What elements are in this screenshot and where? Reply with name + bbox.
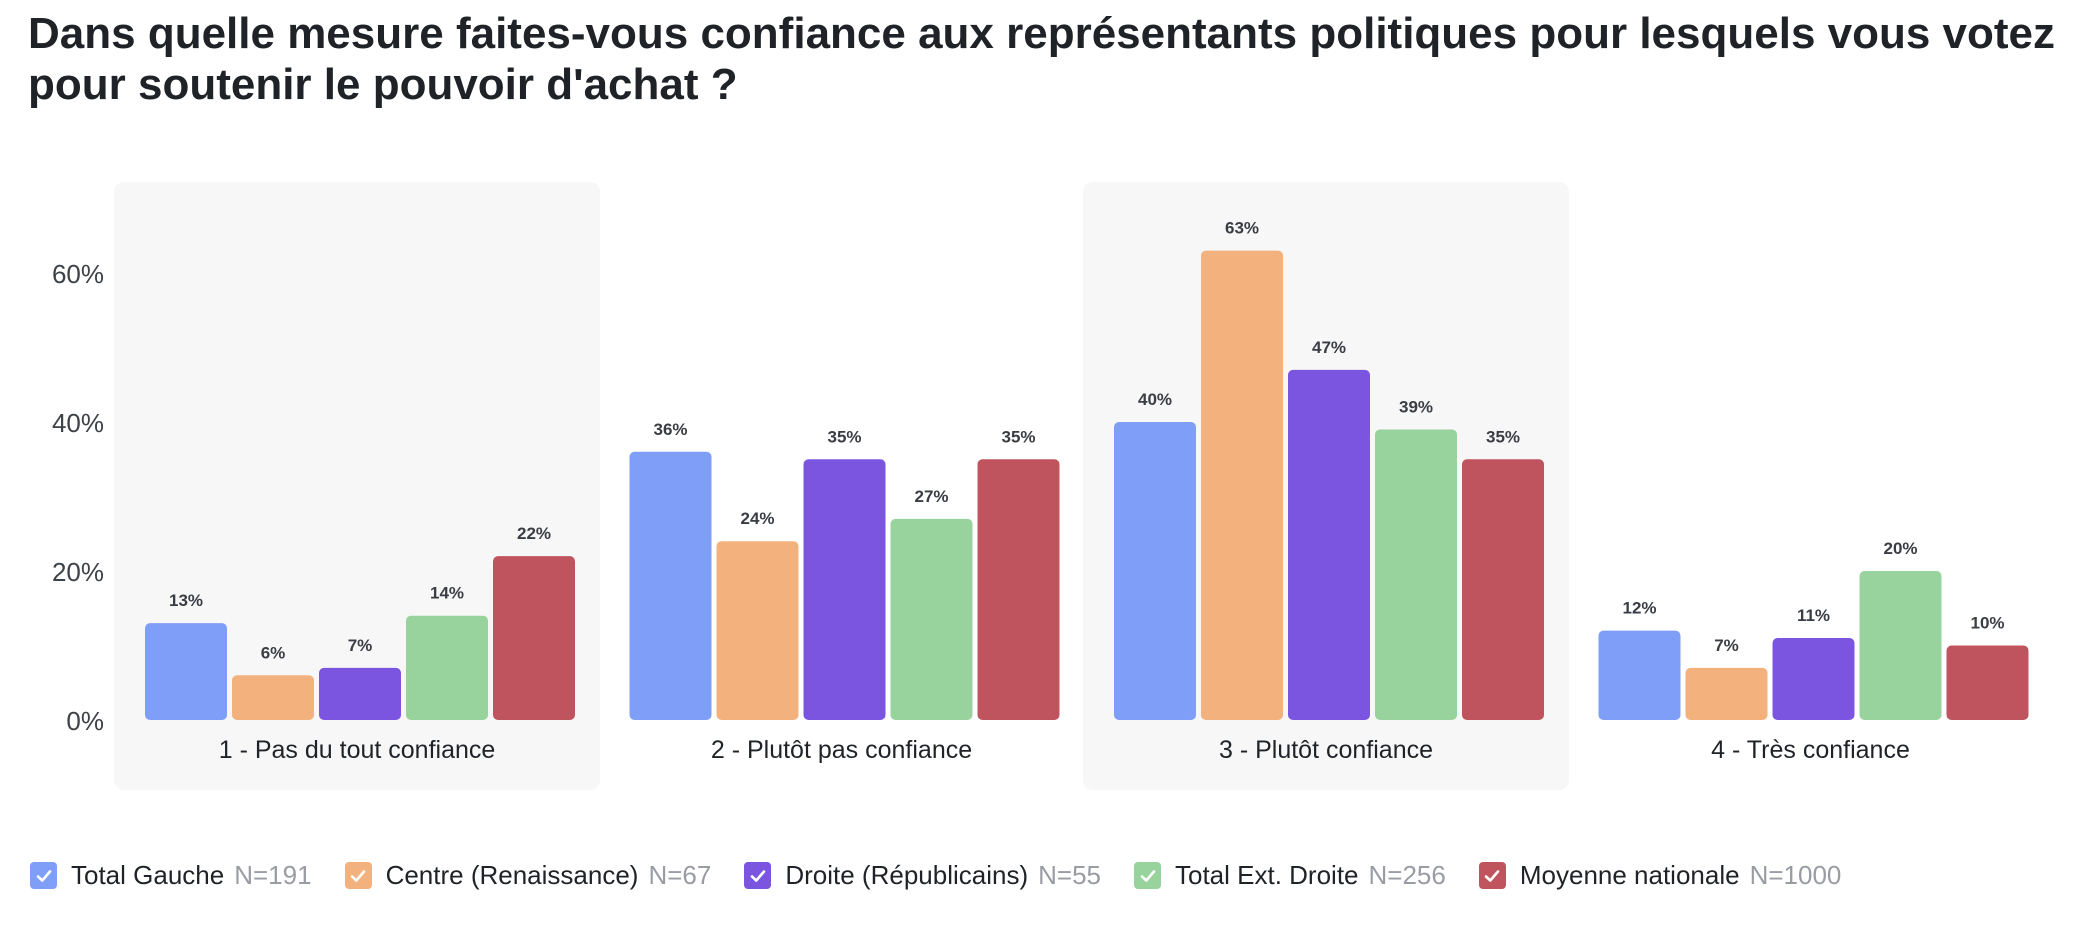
legend-series-name: Moyenne nationale xyxy=(1519,860,1740,890)
bar[interactable] xyxy=(1946,645,2029,721)
bar[interactable] xyxy=(1685,667,1768,720)
bar-value-label: 47% xyxy=(1312,338,1346,357)
bar[interactable] xyxy=(493,556,575,720)
bar-value-label: 14% xyxy=(430,584,464,603)
legend-sample-size: N=67 xyxy=(648,860,712,890)
bar[interactable] xyxy=(406,615,488,720)
bar-value-label: 7% xyxy=(348,636,373,655)
legend-series-name: Total Gauche xyxy=(71,860,225,890)
category-label: 4 - Très confiance xyxy=(1711,736,1910,764)
bar-value-label: 40% xyxy=(1138,390,1172,409)
bar[interactable] xyxy=(977,459,1060,720)
bar[interactable] xyxy=(890,518,973,720)
bar-value-label: 35% xyxy=(1486,427,1520,446)
bar-value-label: 39% xyxy=(1399,397,1433,416)
bar-chart: 0% 20% 40% 60% 13% 6% 7% 14% 22% 36% 24% 35% 27% 35%… xyxy=(51,218,2029,764)
checkbox-checked-icon[interactable] xyxy=(1478,862,1506,889)
bar[interactable] xyxy=(1375,429,1457,720)
bar[interactable] xyxy=(319,667,401,720)
bar-value-label: 24% xyxy=(740,509,774,528)
bar-value-label: 12% xyxy=(1622,599,1656,618)
chart-legend: Total Gauche N=191 Centre (Renaissance) N=6… xyxy=(30,860,1874,891)
bar-value-label: 35% xyxy=(827,427,861,446)
checkbox-checked-icon[interactable] xyxy=(744,862,772,889)
legend-series-name: Droite (Républicains) xyxy=(785,860,1029,890)
y-tick-label: 0% xyxy=(66,706,104,736)
legend-sample-size: N=191 xyxy=(234,860,312,890)
legend-item[interactable]: Centre (Renaissance) N=67 xyxy=(344,860,712,891)
bar-value-label: 63% xyxy=(1225,219,1259,238)
y-tick-label: 20% xyxy=(52,557,104,587)
bar-value-label: 11% xyxy=(1797,606,1830,625)
bar-value-label: 13% xyxy=(169,591,203,610)
legend-sample-size: N=55 xyxy=(1038,860,1101,890)
bar[interactable] xyxy=(1201,250,1283,720)
checkbox-checked-icon[interactable] xyxy=(344,862,372,889)
bar-value-label: 22% xyxy=(517,524,551,543)
bar[interactable] xyxy=(1288,369,1370,720)
bar[interactable] xyxy=(1772,638,1855,720)
bar-value-label: 10% xyxy=(1970,614,2004,633)
legend-item[interactable]: Moyenne nationale N=1000 xyxy=(1478,860,1842,891)
bar[interactable] xyxy=(1462,459,1544,720)
checkbox-checked-icon[interactable] xyxy=(1134,862,1161,889)
bar[interactable] xyxy=(716,541,799,720)
bar[interactable] xyxy=(1114,422,1196,720)
bar[interactable] xyxy=(1598,630,1681,720)
bar[interactable] xyxy=(145,623,227,720)
bar-value-label: 20% xyxy=(1883,539,1917,558)
bar-value-label: 27% xyxy=(914,487,948,506)
checkbox-checked-icon[interactable] xyxy=(30,862,57,889)
bar-value-label: 6% xyxy=(261,643,286,662)
y-tick-label: 40% xyxy=(52,408,104,438)
category-label: 1 - Pas du tout confiance xyxy=(219,736,496,764)
bar-value-label: 7% xyxy=(1714,636,1739,655)
bar-value-label: 36% xyxy=(653,420,687,439)
legend-sample-size: N=256 xyxy=(1368,860,1446,890)
category-label: 3 - Plutôt confiance xyxy=(1219,736,1433,764)
legend-item[interactable]: Total Gauche N=191 xyxy=(30,860,312,891)
category-label: 2 - Plutôt pas confiance xyxy=(711,736,972,764)
legend-series-name: Total Ext. Droite xyxy=(1175,860,1359,890)
legend-item[interactable]: Total Ext. Droite N=256 xyxy=(1134,860,1446,891)
chart-title: Dans quelle mesure faites-vous confiance… xyxy=(28,9,2056,109)
bar-value-label: 35% xyxy=(1001,427,1035,446)
bar[interactable] xyxy=(1859,571,1942,720)
legend-item[interactable]: Droite (Républicains) N=55 xyxy=(744,860,1101,891)
bar[interactable] xyxy=(629,451,712,720)
bar[interactable] xyxy=(232,675,314,720)
bar[interactable] xyxy=(803,459,886,720)
legend-series-name: Centre (Renaissance) xyxy=(385,860,639,890)
legend-sample-size: N=1000 xyxy=(1749,860,1842,890)
y-tick-label: 60% xyxy=(52,259,104,289)
